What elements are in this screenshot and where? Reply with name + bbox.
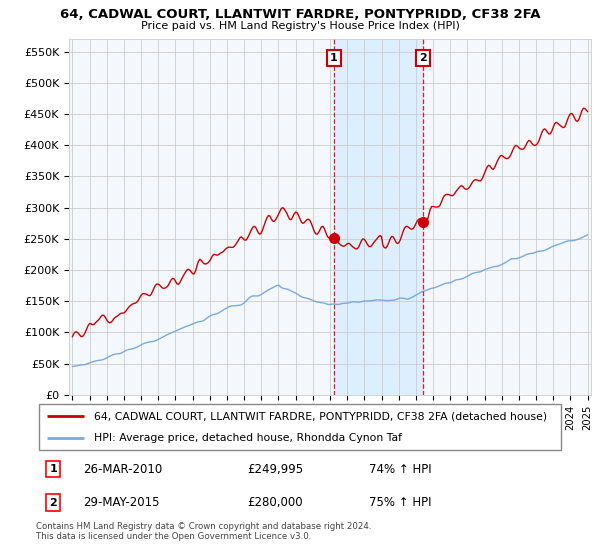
Text: 2: 2 (50, 497, 57, 507)
Text: HPI: Average price, detached house, Rhondda Cynon Taf: HPI: Average price, detached house, Rhon… (94, 433, 402, 443)
Text: 26-MAR-2010: 26-MAR-2010 (83, 463, 163, 475)
Bar (334, 39, 423, 395)
Text: 75% ↑ HPI: 75% ↑ HPI (368, 496, 431, 509)
Text: 2: 2 (419, 53, 427, 63)
Text: 64, CADWAL COURT, LLANTWIT FARDRE, PONTYPRIDD, CF38 2FA (detached house): 64, CADWAL COURT, LLANTWIT FARDRE, PONTY… (94, 411, 547, 421)
FancyBboxPatch shape (38, 404, 562, 450)
Text: 1: 1 (50, 464, 57, 474)
Text: 29-MAY-2015: 29-MAY-2015 (83, 496, 160, 509)
Text: 1: 1 (330, 53, 338, 63)
Text: £280,000: £280,000 (247, 496, 303, 509)
Text: Contains HM Land Registry data © Crown copyright and database right 2024.
This d: Contains HM Land Registry data © Crown c… (36, 522, 371, 542)
Text: Price paid vs. HM Land Registry's House Price Index (HPI): Price paid vs. HM Land Registry's House … (140, 21, 460, 31)
Text: 74% ↑ HPI: 74% ↑ HPI (368, 463, 431, 475)
Text: £249,995: £249,995 (247, 463, 304, 475)
Text: 64, CADWAL COURT, LLANTWIT FARDRE, PONTYPRIDD, CF38 2FA: 64, CADWAL COURT, LLANTWIT FARDRE, PONTY… (60, 8, 540, 21)
